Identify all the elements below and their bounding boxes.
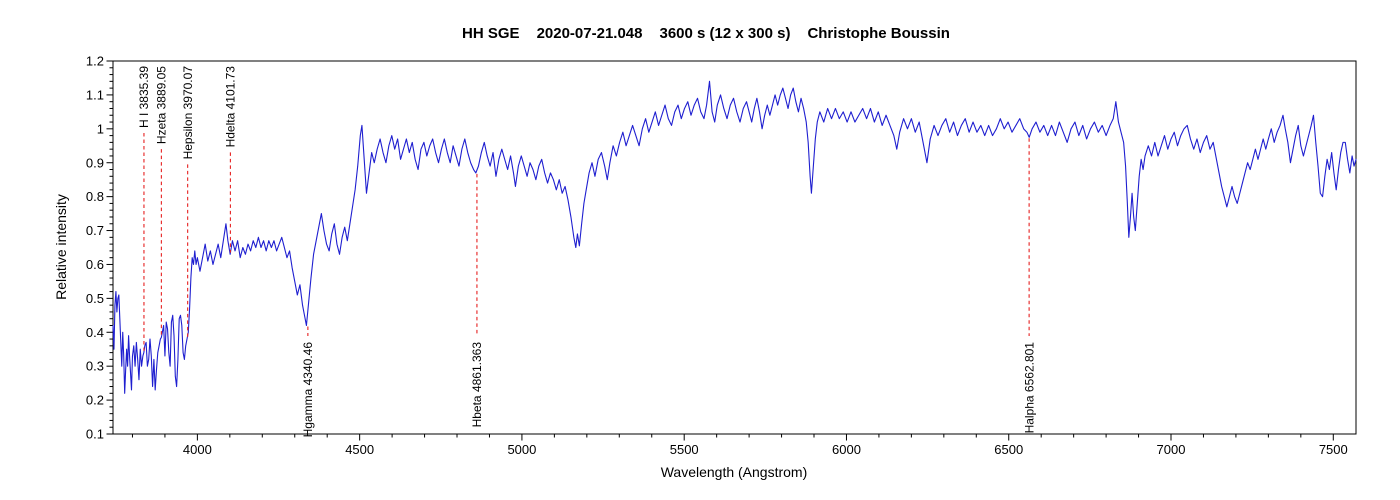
spectral-line-label: Hdelta 4101.73 xyxy=(224,66,238,148)
axis-ticks xyxy=(106,60,1334,441)
x-tick-label: 7500 xyxy=(1319,442,1348,457)
y-tick-label: 0.2 xyxy=(86,393,104,408)
chart-title-observer: Christophe Boussin xyxy=(807,25,950,42)
x-axis-title: Wavelength (Angstrom) xyxy=(661,464,808,480)
y-tick-label: 0.5 xyxy=(86,291,104,306)
y-tick-label: 1 xyxy=(97,121,104,136)
plot-frame xyxy=(112,60,1357,435)
spectral-line-label: Hepsilon 3970.07 xyxy=(181,66,195,160)
x-tick-label: 4500 xyxy=(345,442,374,457)
y-axis-title: Relative intensity xyxy=(53,194,69,300)
spectrum-line xyxy=(112,80,1357,394)
x-tick-label: 7000 xyxy=(1157,442,1186,457)
y-tick-label: 0.3 xyxy=(86,359,104,374)
spectral-line-label: Hgamma 4340.46 xyxy=(301,342,315,438)
spectral-line-label: Hzeta 3889.05 xyxy=(155,66,169,144)
chart-title-date: 2020-07-21.048 xyxy=(536,25,643,42)
y-tick-label: 0.6 xyxy=(86,257,104,272)
chart-title-exposure: 3600 s (12 x 300 s) xyxy=(659,25,791,42)
y-tick-label: 0.1 xyxy=(86,427,104,442)
line-annotations: H I 3835.39 Hzeta 3889.05 Hepsilon 3970.07… xyxy=(137,66,1036,438)
x-tick-label: 6500 xyxy=(994,442,1023,457)
chart-title: HH SGE 2020-07-21.048 3600 s (12 x 300 s) C… xyxy=(462,25,950,42)
y-tick-label: 0.4 xyxy=(86,325,104,340)
y-tick-label: 1.2 xyxy=(86,54,104,69)
y-tick-label: 0.9 xyxy=(86,155,104,170)
y-tick-label: 1.1 xyxy=(86,87,104,102)
spectrum-series xyxy=(112,80,1357,394)
x-tick-label: 5000 xyxy=(507,442,536,457)
x-tick-label: 4000 xyxy=(183,442,212,457)
y-tick-label: 0.8 xyxy=(86,189,104,204)
x-tick-label: 5500 xyxy=(670,442,699,457)
axis-tick-labels: 4000 4500 5000 5500 6000 6500 7000 7500 0.1 0.2 0.… xyxy=(86,54,1348,457)
spectral-line-label: Halpha 6562.801 xyxy=(1022,342,1036,434)
x-tick-label: 6000 xyxy=(832,442,861,457)
y-tick-label: 0.7 xyxy=(86,223,104,238)
chart-title-object: HH SGE xyxy=(462,25,520,42)
spectral-line-label: H I 3835.39 xyxy=(137,66,151,128)
spectral-line-label: Hbeta 4861.363 xyxy=(470,342,484,428)
